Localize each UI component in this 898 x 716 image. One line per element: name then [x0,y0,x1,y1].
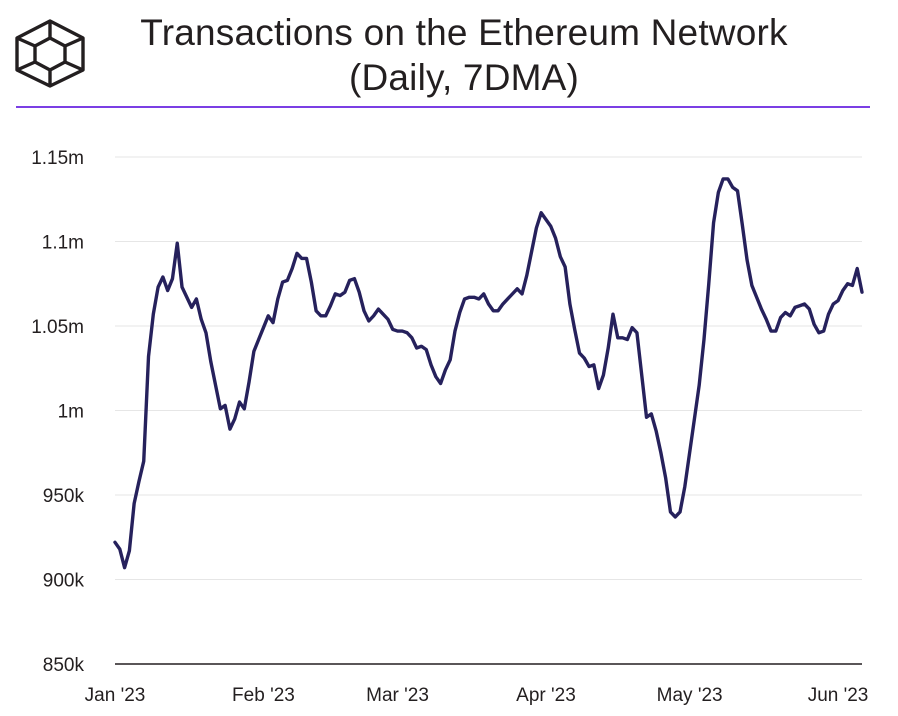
header-divider [16,106,870,108]
y-tick-label: 950k [43,486,85,507]
block-cube-icon [15,19,85,88]
y-tick-label: 1m [58,402,84,423]
chart-title: Transactions on the Ethereum Network [140,12,788,53]
x-tick-label: May '23 [657,685,723,706]
y-tick-label: 850k [43,655,85,676]
y-tick-label: 1.15m [31,148,84,169]
x-tick-label: Jun '23 [808,685,869,706]
series-line [113,177,864,570]
series-layer [113,177,864,570]
y-tick-label: 1.05m [31,317,84,338]
x-tick-label: Feb '23 [232,685,295,706]
y-tick-label: 1.1m [42,233,84,254]
x-axis-ticks: Jan '23 Feb '23 Mar '23 Apr '23 May '23 Jun '… [85,685,869,706]
x-tick-label: Apr '23 [516,685,576,706]
gridlines [115,156,862,665]
x-tick-label: Mar '23 [366,685,429,706]
x-tick-label: Jan '23 [85,685,146,706]
y-tick-label: 900k [43,571,85,592]
chart-subtitle: (Daily, 7DMA) [348,57,580,98]
y-axis-ticks: 850k 900k 950k 1m 1.05m 1.1m 1.15m [31,148,84,676]
